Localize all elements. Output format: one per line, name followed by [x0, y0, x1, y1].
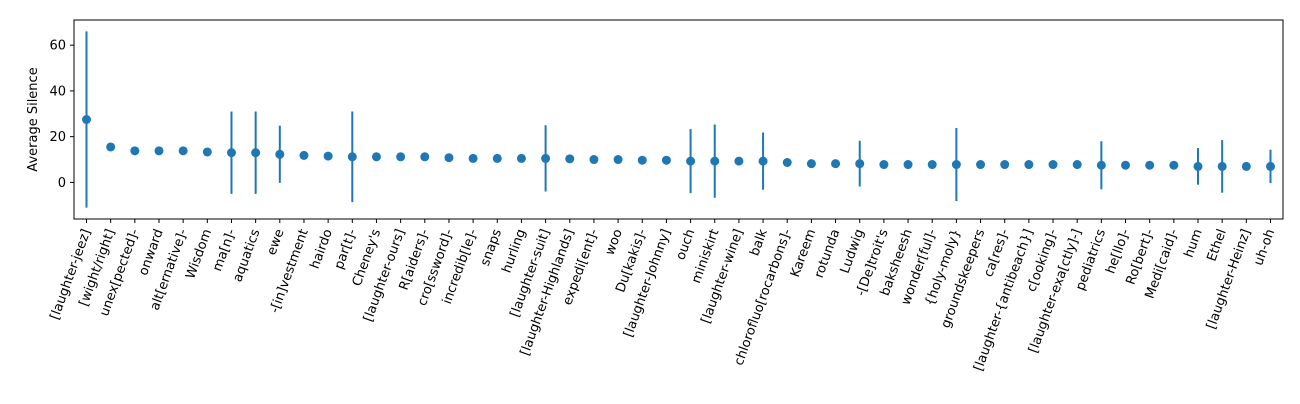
data-point [154, 146, 164, 156]
data-point [661, 155, 671, 165]
data-point [710, 156, 720, 166]
data-point [1121, 160, 1131, 170]
data-point [1096, 160, 1106, 170]
data-point [1000, 160, 1010, 170]
data-point [420, 152, 430, 162]
data-point [516, 153, 526, 163]
data-point [976, 160, 986, 170]
data-point [1169, 160, 1179, 170]
x-tick-label: snaps [478, 227, 505, 268]
data-point [82, 115, 91, 124]
data-point [1266, 161, 1275, 171]
data-point [758, 156, 768, 166]
data-point [613, 155, 623, 165]
data-point [1145, 160, 1155, 170]
data-point [782, 158, 792, 168]
x-tick-label: Ethel [1204, 227, 1229, 263]
x-tick-label: woo [603, 227, 626, 257]
data-point [323, 151, 333, 161]
data-point [927, 160, 937, 170]
data-point [106, 142, 116, 152]
data-point [226, 148, 236, 158]
data-point [831, 159, 841, 169]
y-tick-label: 0 [58, 176, 66, 191]
data-point [855, 159, 865, 169]
y-tick-label: 40 [49, 84, 66, 99]
data-point [202, 147, 212, 157]
data-point [541, 153, 551, 163]
data-point [686, 156, 696, 166]
data-point [347, 152, 357, 162]
plot-frame [73, 19, 1284, 220]
data-point [492, 153, 502, 163]
data-point [1024, 160, 1034, 170]
data-point [396, 152, 406, 162]
data-point [1193, 161, 1203, 171]
y-tick-label: 60 [49, 39, 66, 54]
data-point [251, 148, 261, 158]
data-point [637, 155, 647, 165]
data-point [565, 154, 575, 164]
x-tick-label: hum [1182, 227, 1206, 260]
data-point [879, 160, 889, 170]
data-point [903, 160, 913, 170]
x-tick-label: uh-oh [1251, 227, 1278, 267]
data-point [275, 149, 285, 159]
y-tick-label: 20 [49, 130, 66, 145]
x-tick-label: ouch [673, 227, 698, 262]
x-tick-label: balk [747, 227, 771, 258]
data-point [589, 155, 599, 165]
data-point [299, 150, 309, 160]
data-point [1217, 161, 1227, 171]
data-point [1048, 160, 1058, 170]
x-tick-label: ewe [264, 227, 287, 257]
data-point [806, 159, 816, 169]
data-point [371, 152, 381, 162]
data-point [1241, 161, 1251, 171]
data-point [1072, 160, 1082, 170]
data-point [468, 153, 478, 163]
data-point [734, 156, 744, 166]
data-point [444, 153, 454, 163]
y-axis-label: Average Silence [26, 67, 41, 171]
data-point [951, 160, 961, 170]
data-point [178, 146, 188, 156]
data-point [130, 146, 140, 156]
